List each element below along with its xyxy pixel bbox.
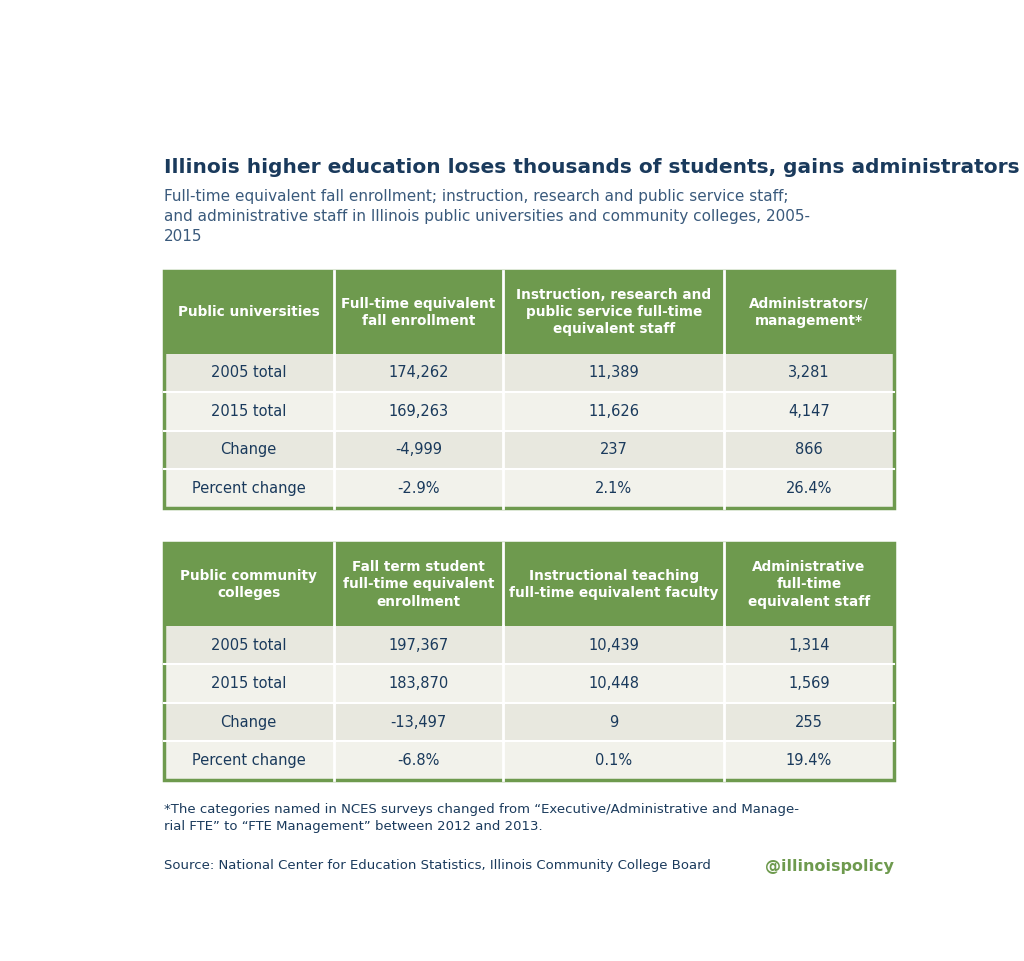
Text: Change: Change bbox=[220, 442, 276, 457]
FancyBboxPatch shape bbox=[164, 469, 334, 507]
Text: 3,281: 3,281 bbox=[788, 365, 829, 381]
Text: 0.1%: 0.1% bbox=[595, 753, 632, 768]
Text: 2015 total: 2015 total bbox=[211, 404, 287, 419]
FancyBboxPatch shape bbox=[334, 431, 504, 469]
FancyBboxPatch shape bbox=[164, 741, 334, 779]
FancyBboxPatch shape bbox=[164, 626, 334, 664]
Text: 866: 866 bbox=[795, 442, 823, 457]
FancyBboxPatch shape bbox=[334, 741, 504, 779]
Text: Public universities: Public universities bbox=[178, 306, 319, 319]
FancyBboxPatch shape bbox=[164, 431, 334, 469]
FancyBboxPatch shape bbox=[334, 702, 504, 741]
Text: -6.8%: -6.8% bbox=[397, 753, 439, 768]
FancyBboxPatch shape bbox=[504, 431, 724, 469]
FancyBboxPatch shape bbox=[504, 469, 724, 507]
Text: Full-time equivalent
fall enrollment: Full-time equivalent fall enrollment bbox=[341, 297, 496, 328]
Text: -13,497: -13,497 bbox=[390, 715, 446, 729]
Text: 4,147: 4,147 bbox=[788, 404, 829, 419]
Text: 183,870: 183,870 bbox=[388, 677, 449, 691]
FancyBboxPatch shape bbox=[334, 392, 504, 431]
FancyBboxPatch shape bbox=[724, 702, 894, 741]
FancyBboxPatch shape bbox=[334, 626, 504, 664]
Text: 2015 total: 2015 total bbox=[211, 677, 287, 691]
Text: 9: 9 bbox=[609, 715, 618, 729]
Text: Fall term student
full-time equivalent
enrollment: Fall term student full-time equivalent e… bbox=[343, 560, 495, 608]
FancyBboxPatch shape bbox=[504, 392, 724, 431]
Text: 1,314: 1,314 bbox=[788, 638, 829, 653]
Text: Full-time equivalent fall enrollment; instruction, research and public service s: Full-time equivalent fall enrollment; in… bbox=[164, 189, 810, 244]
Text: Instruction, research and
public service full-time
equivalent staff: Instruction, research and public service… bbox=[516, 288, 712, 336]
Text: Source: National Center for Education Statistics, Illinois Community College Boa: Source: National Center for Education St… bbox=[164, 859, 711, 872]
FancyBboxPatch shape bbox=[334, 354, 504, 392]
FancyBboxPatch shape bbox=[504, 543, 724, 626]
FancyBboxPatch shape bbox=[164, 354, 334, 392]
FancyBboxPatch shape bbox=[164, 664, 334, 702]
FancyBboxPatch shape bbox=[504, 702, 724, 741]
FancyBboxPatch shape bbox=[724, 543, 894, 626]
FancyBboxPatch shape bbox=[164, 392, 334, 431]
Text: 10,448: 10,448 bbox=[588, 677, 639, 691]
FancyBboxPatch shape bbox=[724, 431, 894, 469]
Text: 1,569: 1,569 bbox=[788, 677, 829, 691]
FancyBboxPatch shape bbox=[504, 271, 724, 354]
Text: 11,626: 11,626 bbox=[588, 404, 639, 419]
FancyBboxPatch shape bbox=[504, 626, 724, 664]
Text: 11,389: 11,389 bbox=[589, 365, 639, 381]
Text: -4,999: -4,999 bbox=[395, 442, 442, 457]
FancyBboxPatch shape bbox=[164, 543, 334, 626]
Text: 2005 total: 2005 total bbox=[211, 638, 287, 653]
Text: 237: 237 bbox=[600, 442, 628, 457]
Text: 197,367: 197,367 bbox=[388, 638, 449, 653]
Text: 10,439: 10,439 bbox=[588, 638, 639, 653]
Text: Public community
colleges: Public community colleges bbox=[180, 569, 317, 600]
FancyBboxPatch shape bbox=[164, 271, 334, 354]
Text: Administrative
full-time
equivalent staff: Administrative full-time equivalent staf… bbox=[748, 560, 870, 608]
FancyBboxPatch shape bbox=[724, 392, 894, 431]
FancyBboxPatch shape bbox=[334, 271, 504, 354]
Text: Illinois higher education loses thousands of students, gains administrators: Illinois higher education loses thousand… bbox=[164, 159, 1019, 177]
Text: 2005 total: 2005 total bbox=[211, 365, 287, 381]
FancyBboxPatch shape bbox=[504, 664, 724, 702]
Text: @illinoispolicy: @illinoispolicy bbox=[765, 859, 894, 874]
Text: 169,263: 169,263 bbox=[388, 404, 449, 419]
Text: -2.9%: -2.9% bbox=[397, 480, 439, 496]
Text: Percent change: Percent change bbox=[191, 480, 305, 496]
Text: 255: 255 bbox=[795, 715, 823, 729]
Text: Instructional teaching
full-time equivalent faculty: Instructional teaching full-time equival… bbox=[509, 569, 719, 600]
FancyBboxPatch shape bbox=[504, 354, 724, 392]
FancyBboxPatch shape bbox=[724, 626, 894, 664]
Text: 19.4%: 19.4% bbox=[785, 753, 833, 768]
Text: Percent change: Percent change bbox=[191, 753, 305, 768]
FancyBboxPatch shape bbox=[724, 354, 894, 392]
Text: 26.4%: 26.4% bbox=[785, 480, 833, 496]
Text: Administrators/
management*: Administrators/ management* bbox=[749, 297, 869, 328]
FancyBboxPatch shape bbox=[724, 664, 894, 702]
FancyBboxPatch shape bbox=[724, 741, 894, 779]
FancyBboxPatch shape bbox=[724, 469, 894, 507]
FancyBboxPatch shape bbox=[334, 469, 504, 507]
Text: 2.1%: 2.1% bbox=[595, 480, 632, 496]
Text: 174,262: 174,262 bbox=[388, 365, 449, 381]
Text: Change: Change bbox=[220, 715, 276, 729]
FancyBboxPatch shape bbox=[334, 543, 504, 626]
FancyBboxPatch shape bbox=[164, 702, 334, 741]
Text: *The categories named in NCES surveys changed from “Executive/Administrative and: *The categories named in NCES surveys ch… bbox=[164, 803, 799, 833]
FancyBboxPatch shape bbox=[334, 664, 504, 702]
FancyBboxPatch shape bbox=[504, 741, 724, 779]
FancyBboxPatch shape bbox=[724, 271, 894, 354]
